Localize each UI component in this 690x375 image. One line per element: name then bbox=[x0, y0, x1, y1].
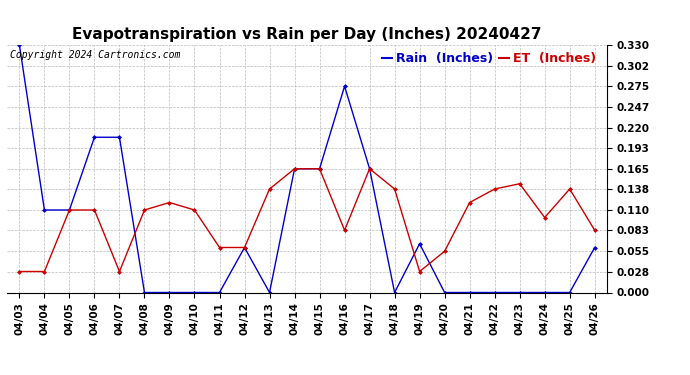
Legend: Rain  (Inches), ET  (Inches): Rain (Inches), ET (Inches) bbox=[377, 48, 601, 70]
Title: Evapotranspiration vs Rain per Day (Inches) 20240427: Evapotranspiration vs Rain per Day (Inch… bbox=[72, 27, 542, 42]
Text: Copyright 2024 Cartronics.com: Copyright 2024 Cartronics.com bbox=[10, 50, 180, 60]
